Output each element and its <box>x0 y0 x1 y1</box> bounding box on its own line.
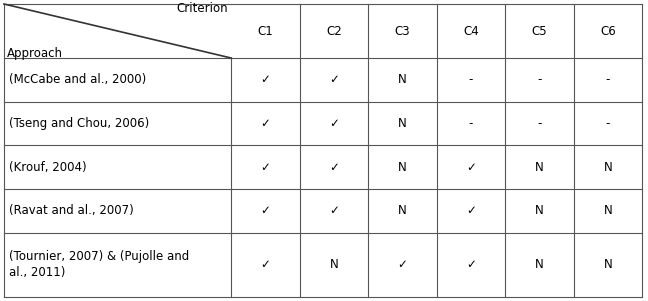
Text: ✓: ✓ <box>260 73 270 86</box>
Text: ✓: ✓ <box>260 204 270 217</box>
Text: -: - <box>606 73 610 86</box>
Text: N: N <box>398 161 407 174</box>
Text: -: - <box>606 117 610 130</box>
Text: N: N <box>603 258 612 271</box>
Text: ✓: ✓ <box>329 204 339 217</box>
Text: ✓: ✓ <box>397 258 408 271</box>
Text: C5: C5 <box>531 24 547 38</box>
Text: -: - <box>537 117 542 130</box>
Text: N: N <box>535 258 544 271</box>
Text: ✓: ✓ <box>466 204 476 217</box>
Text: -: - <box>469 73 473 86</box>
Text: -: - <box>469 117 473 130</box>
Text: ✓: ✓ <box>329 117 339 130</box>
Text: Criterion: Criterion <box>176 2 228 15</box>
Text: N: N <box>535 161 544 174</box>
Text: N: N <box>603 204 612 217</box>
Text: C4: C4 <box>463 24 479 38</box>
Text: N: N <box>398 117 407 130</box>
Text: C3: C3 <box>395 24 410 38</box>
Text: ✓: ✓ <box>260 161 270 174</box>
Text: Approach: Approach <box>7 47 63 60</box>
Text: (Krouf, 2004): (Krouf, 2004) <box>9 161 87 174</box>
Text: ✓: ✓ <box>329 161 339 174</box>
Text: N: N <box>398 204 407 217</box>
Text: ✓: ✓ <box>466 161 476 174</box>
Text: ✓: ✓ <box>466 258 476 271</box>
Text: ✓: ✓ <box>260 117 270 130</box>
Text: N: N <box>330 258 338 271</box>
Text: (Tseng and Chou, 2006): (Tseng and Chou, 2006) <box>9 117 149 130</box>
Text: (Tournier, 2007) & (Pujolle and
al., 2011): (Tournier, 2007) & (Pujolle and al., 201… <box>9 250 189 279</box>
Text: C6: C6 <box>600 24 616 38</box>
Text: C1: C1 <box>257 24 273 38</box>
Text: ✓: ✓ <box>260 258 270 271</box>
Text: (Ravat and al., 2007): (Ravat and al., 2007) <box>9 204 133 217</box>
Text: ✓: ✓ <box>329 73 339 86</box>
Text: N: N <box>398 73 407 86</box>
Text: (McCabe and al., 2000): (McCabe and al., 2000) <box>9 73 146 86</box>
Text: -: - <box>537 73 542 86</box>
Text: N: N <box>603 161 612 174</box>
Text: C2: C2 <box>326 24 341 38</box>
Text: N: N <box>535 204 544 217</box>
